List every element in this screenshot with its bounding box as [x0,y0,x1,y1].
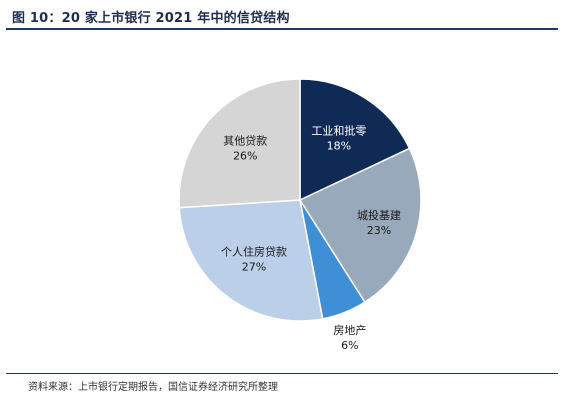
slice-label-5: 其他贷款 [223,134,267,148]
chart-title: 图 10：20 家上市银行 2021 年中的信贷结构 [12,11,290,26]
slice-label-1: 工业和批零 [311,124,366,138]
pie-slice-5 [178,78,301,209]
title-bar: 图 10：20 家上市银行 2021 年中的信贷结构 [6,4,558,30]
slice-value-5: 26% [233,150,257,163]
slice-label-2: 城投基建 [357,208,401,222]
pie-slice-4 [178,199,324,322]
pie-slices [178,78,422,322]
pie-slice-2 [298,147,422,304]
slice-value-2: 23% [367,224,391,237]
source-note: 资料来源：上市银行定期报告，国信证券经济研究所整理 [28,382,278,393]
slice-value-4: 27% [242,260,266,273]
pie-slice-1 [299,78,411,202]
slice-value-3: 6% [341,339,358,352]
slice-label-3: 房地产 [333,323,366,337]
source-divider [6,373,558,374]
pie-chart: 工业和批零 18% 城投基建 23% 房地产 6% 个人住房贷款 27% 其他贷款 26% [178,78,422,352]
slice-label-4: 个人住房贷款 [221,244,287,258]
slice-value-1: 18% [327,140,351,153]
pie-labels: 工业和批零 18% 城投基建 23% 房地产 6% 个人住房贷款 27% 其他贷款 26% [221,124,401,352]
